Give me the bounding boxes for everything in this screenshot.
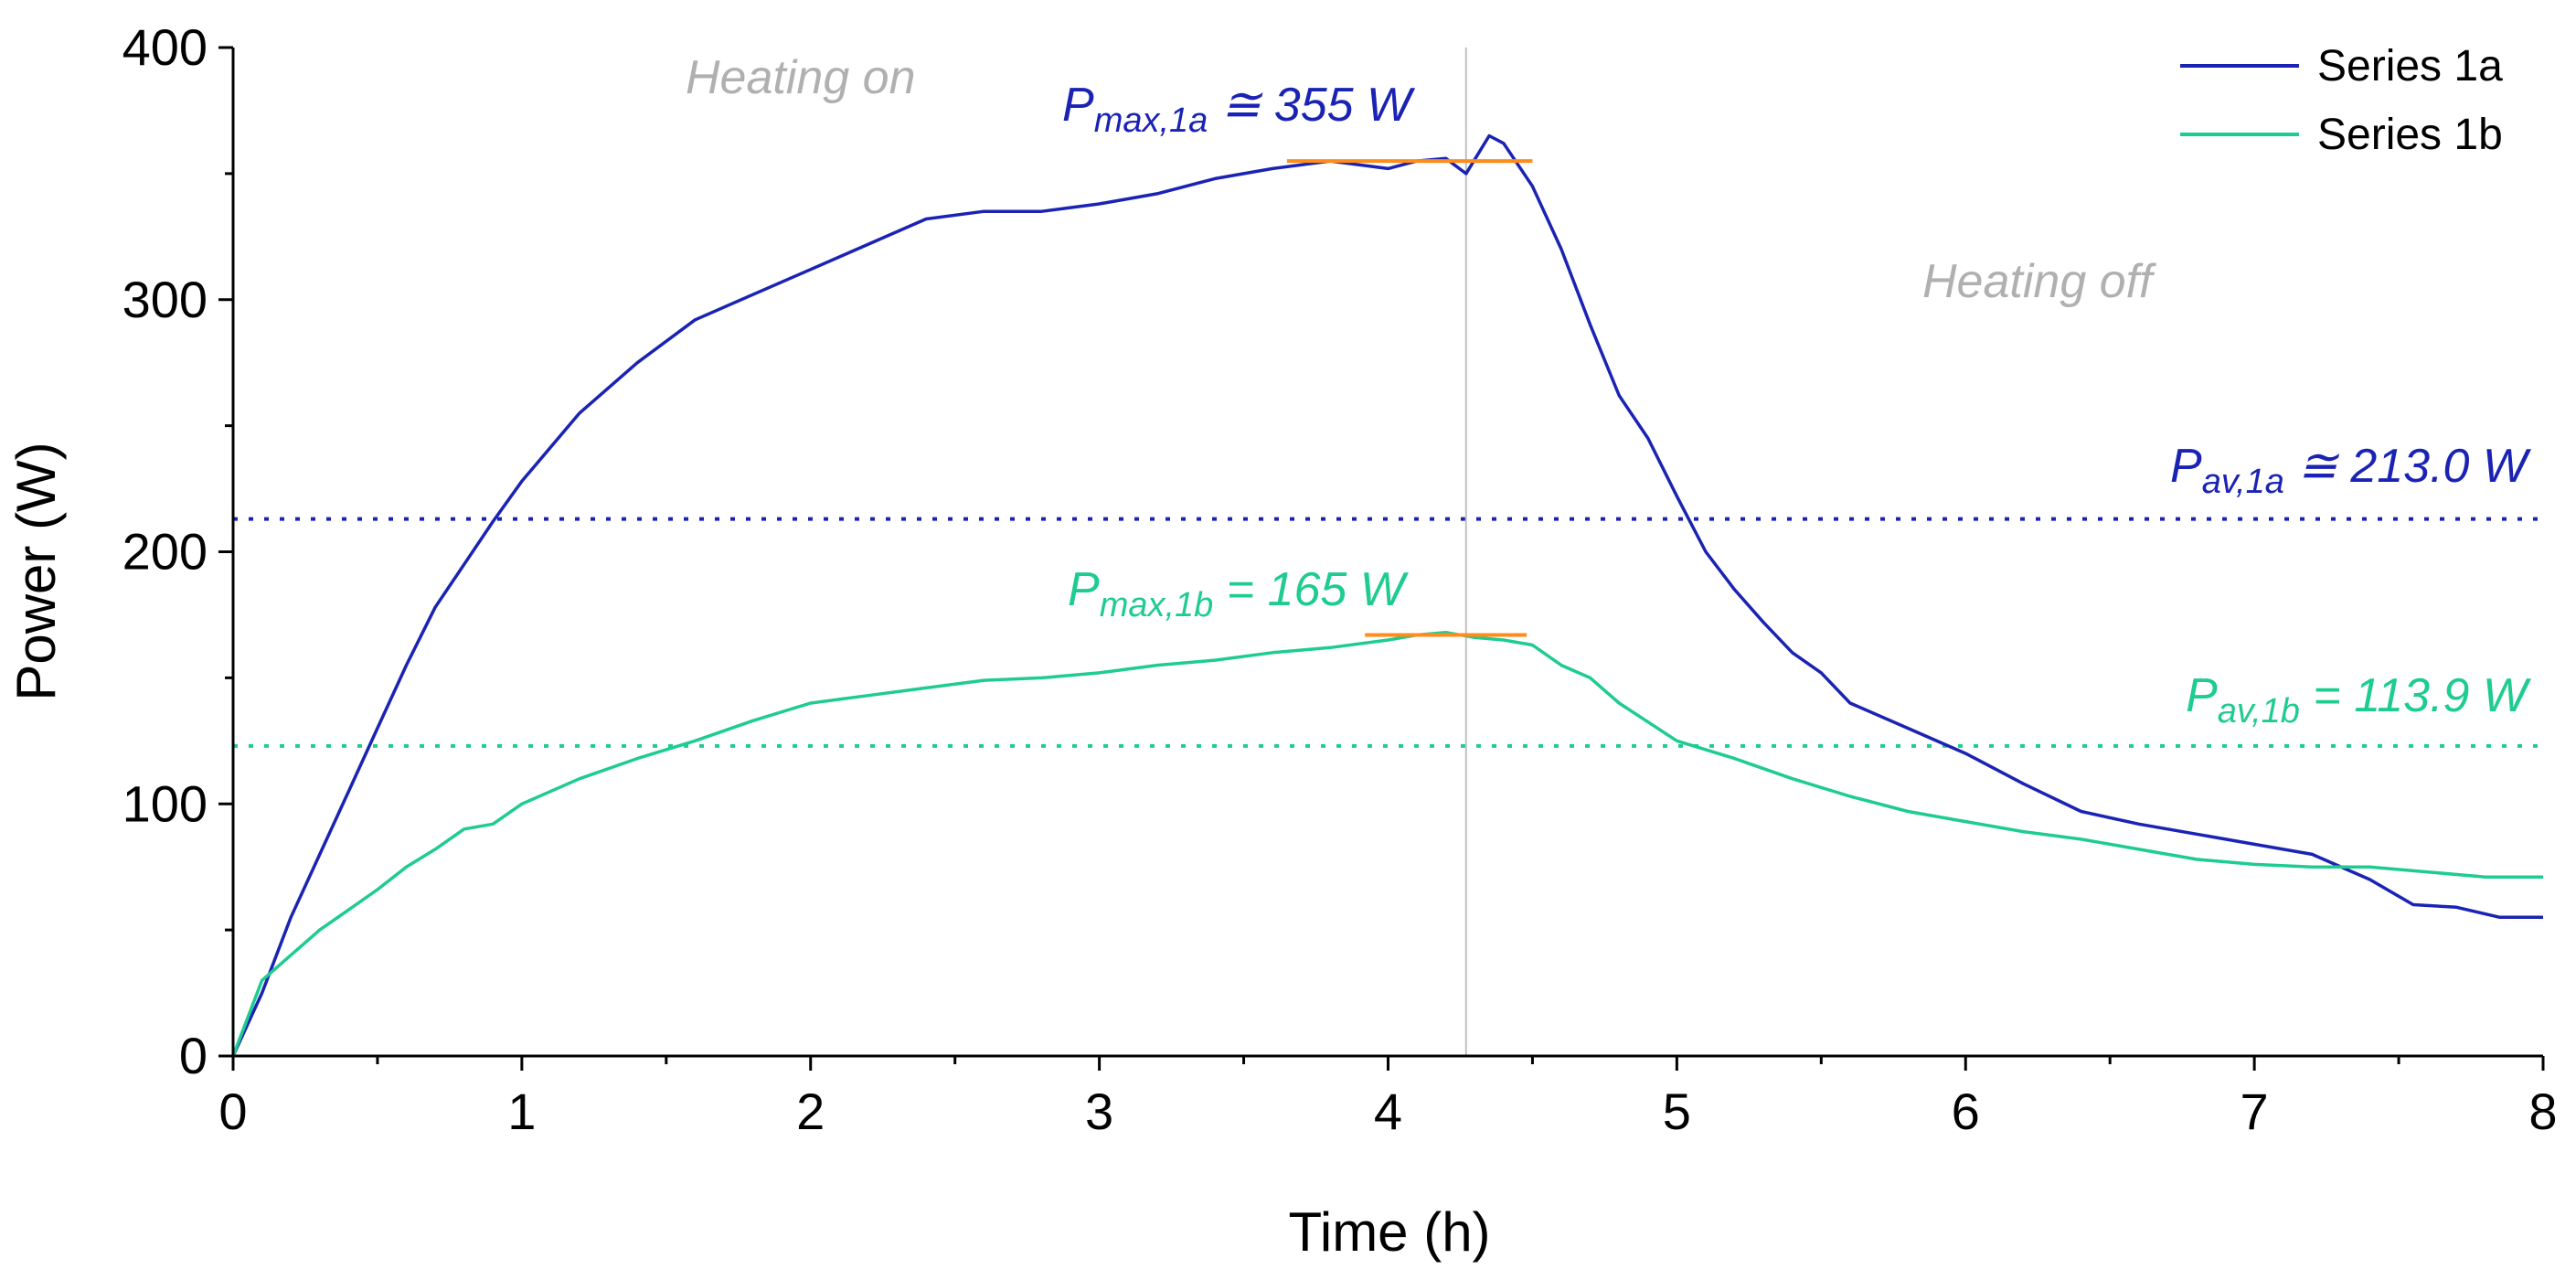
y-tick-label: 100 xyxy=(122,774,208,832)
x-tick-label: 0 xyxy=(218,1083,247,1140)
x-tick-label: 1 xyxy=(507,1083,536,1140)
y-axis-title: Power (W) xyxy=(5,442,67,700)
axes: 0 1 2 3 4 5 6 7 8 0 100 200 300 400 xyxy=(122,18,2558,1140)
pmax-1b-label: Pmax,1b = 165 W xyxy=(1068,563,1410,624)
x-tick-label: 2 xyxy=(796,1083,825,1140)
x-tick-label: 6 xyxy=(1952,1083,1980,1140)
y-tick-label: 300 xyxy=(122,271,208,328)
legend: Series 1a Series 1b xyxy=(2180,42,2503,159)
heating-on-note: Heating on xyxy=(686,51,916,104)
plot-lines xyxy=(231,48,2543,1057)
y-tick-label: 400 xyxy=(122,18,208,76)
series-line-series-1a xyxy=(231,133,2543,1057)
y-tick-label: 0 xyxy=(179,1027,208,1084)
y-tick-label: 200 xyxy=(122,523,208,581)
pmax-1a-label: Pmax,1a ≅ 355 W xyxy=(1062,79,1416,140)
pav-1b-label: Pav,1b = 113.9 W xyxy=(2186,669,2532,731)
x-tick-label: 5 xyxy=(1663,1083,1691,1140)
x-tick-label: 7 xyxy=(2241,1083,2269,1140)
x-tick-label: 4 xyxy=(1374,1083,1402,1140)
legend-label-series-1a: Series 1a xyxy=(2317,42,2503,91)
legend-label-series-1b: Series 1b xyxy=(2317,111,2503,159)
heating-off-note: Heating off xyxy=(1922,255,2156,308)
series-line-series-1b xyxy=(231,630,2543,1057)
pav-1a-label: Pav,1a ≅ 213.0 W xyxy=(2170,440,2532,501)
x-axis-title: Time (h) xyxy=(1288,1201,1490,1263)
x-tick-label: 8 xyxy=(2528,1083,2557,1140)
x-tick-label: 3 xyxy=(1085,1083,1113,1140)
